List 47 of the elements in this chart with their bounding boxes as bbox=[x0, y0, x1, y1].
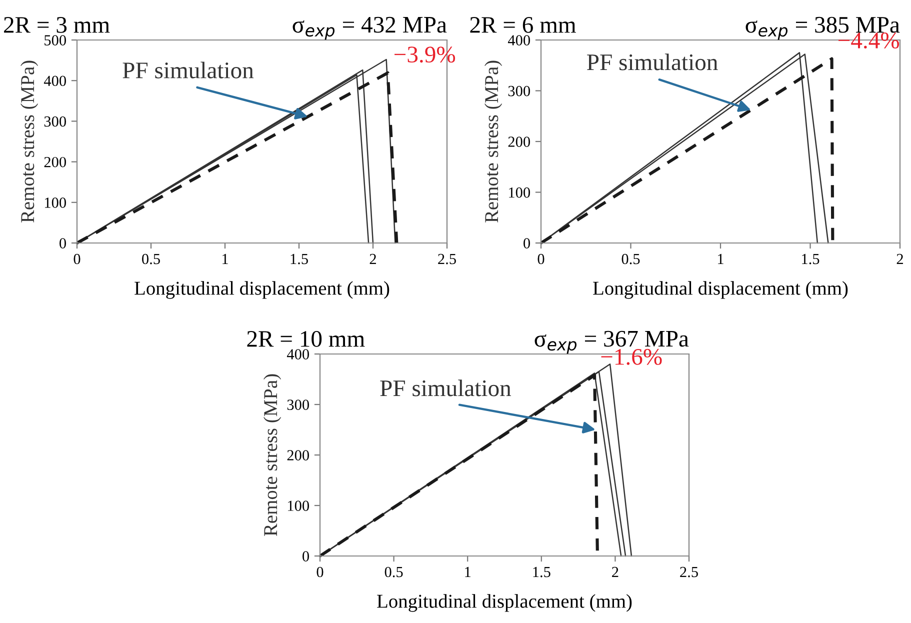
x-tick-label: 2 bbox=[612, 566, 618, 578]
y-tick-label: 100 bbox=[45, 198, 66, 208]
x-tick-label: 2.5 bbox=[680, 566, 698, 578]
x-axis-title: Longitudinal displacement (mm) bbox=[134, 281, 390, 299]
x-tick-label: 1 bbox=[222, 254, 228, 264]
y-tick-label: 500 bbox=[44, 35, 66, 46]
x-tick-label: 0 bbox=[316, 566, 324, 578]
x-tick-label: 1.5 bbox=[290, 254, 308, 264]
y-axis-title: Remote stress (MPa) bbox=[484, 60, 502, 222]
y-tick-label: 300 bbox=[508, 86, 530, 96]
annotation: PF simulation bbox=[380, 380, 512, 396]
y-tick-label: 300 bbox=[287, 400, 309, 410]
y-tick-label: 100 bbox=[288, 500, 309, 511]
y-tick-label: 400 bbox=[286, 349, 309, 360]
x-tick-label: 0.5 bbox=[142, 254, 160, 264]
x-tick-label: 1.5 bbox=[533, 566, 550, 578]
x-tick-label: 0.5 bbox=[622, 254, 640, 264]
y-tick-label: 400 bbox=[44, 76, 66, 86]
y-tick-label: 0 bbox=[302, 551, 309, 562]
x-tick-label: 2 bbox=[896, 254, 903, 264]
x-tick-label: 1.5 bbox=[802, 254, 820, 264]
chart-subtitle: σ$_{exp}$ = 432 MPa bbox=[292, 16, 447, 40]
chart-title: 2R = 3 mm bbox=[4, 17, 110, 33]
annotation: PF simulation bbox=[122, 62, 254, 78]
y-tick-label: 0 bbox=[60, 238, 66, 248]
y-tick-label: 200 bbox=[508, 136, 530, 147]
x-tick-label: 0 bbox=[74, 254, 80, 264]
y-tick-label: 0 bbox=[524, 238, 530, 248]
x-tick-label: 1 bbox=[465, 566, 471, 578]
y-tick-label: 400 bbox=[508, 35, 530, 46]
x-tick-label: 1 bbox=[718, 254, 724, 264]
annotation: −3.9% bbox=[394, 46, 456, 63]
x-tick-label: 0.5 bbox=[384, 566, 403, 578]
y-tick-label: 200 bbox=[287, 450, 309, 460]
x-axis-title: Longitudinal displacement (mm) bbox=[377, 594, 632, 612]
chart-title: 2R = 6 mm bbox=[470, 17, 576, 33]
x-tick-label: 2.5 bbox=[438, 254, 456, 264]
y-axis-title: Remote stress (MPa) bbox=[263, 374, 282, 536]
chart-title: 2R = 10 mm bbox=[247, 330, 365, 347]
y-tick-label: 100 bbox=[509, 187, 530, 198]
y-tick-label: 300 bbox=[44, 116, 66, 127]
x-tick-label: 2 bbox=[370, 254, 376, 264]
y-tick-label: 200 bbox=[44, 156, 66, 168]
x-axis-title: Longitudinal displacement (mm) bbox=[593, 281, 848, 299]
annotation: PF simulation bbox=[587, 54, 718, 70]
x-tick-label: 0 bbox=[538, 254, 544, 264]
y-axis-title: Remote stress (MPa) bbox=[20, 60, 38, 222]
